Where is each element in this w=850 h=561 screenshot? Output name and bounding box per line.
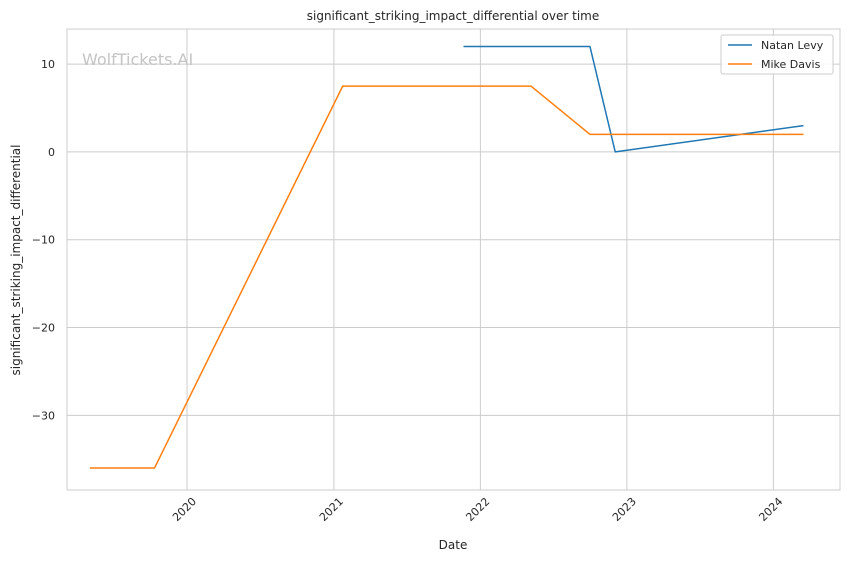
legend: Natan Levy Mike Davis [720, 34, 834, 75]
chart-title: significant_striking_impact_differential… [307, 9, 599, 23]
x-axis-ticks: 2020 2021 2022 2023 2024 [170, 495, 785, 524]
plot-area-frame [66, 28, 841, 491]
series-lines [89, 45, 804, 469]
y-tick-label: 0 [48, 146, 55, 159]
x-tick-label: 2022 [463, 495, 492, 524]
watermark: WolfTickets.AI [82, 50, 193, 69]
y-tick-label: 10 [41, 58, 55, 71]
x-tick-label: 2020 [170, 495, 199, 524]
legend-label-natan-levy: Natan Levy [761, 39, 824, 52]
y-axis-ticks: 10 0 −10 −20 −30 [32, 58, 55, 422]
x-tick-label: 2023 [610, 495, 639, 524]
y-axis-label: significant_striking_impact_differential [9, 145, 23, 376]
series-line-natan-levy [463, 45, 804, 153]
x-tick-label: 2024 [756, 495, 785, 524]
y-tick-label: −30 [32, 409, 55, 422]
x-tick-label: 2021 [317, 495, 346, 524]
series-line-mike-davis [89, 85, 804, 469]
legend-label-mike-davis: Mike Davis [761, 58, 821, 71]
x-axis-label: Date [439, 538, 468, 552]
y-tick-label: −20 [32, 322, 55, 335]
y-tick-label: −10 [32, 234, 55, 247]
grid [67, 29, 840, 490]
